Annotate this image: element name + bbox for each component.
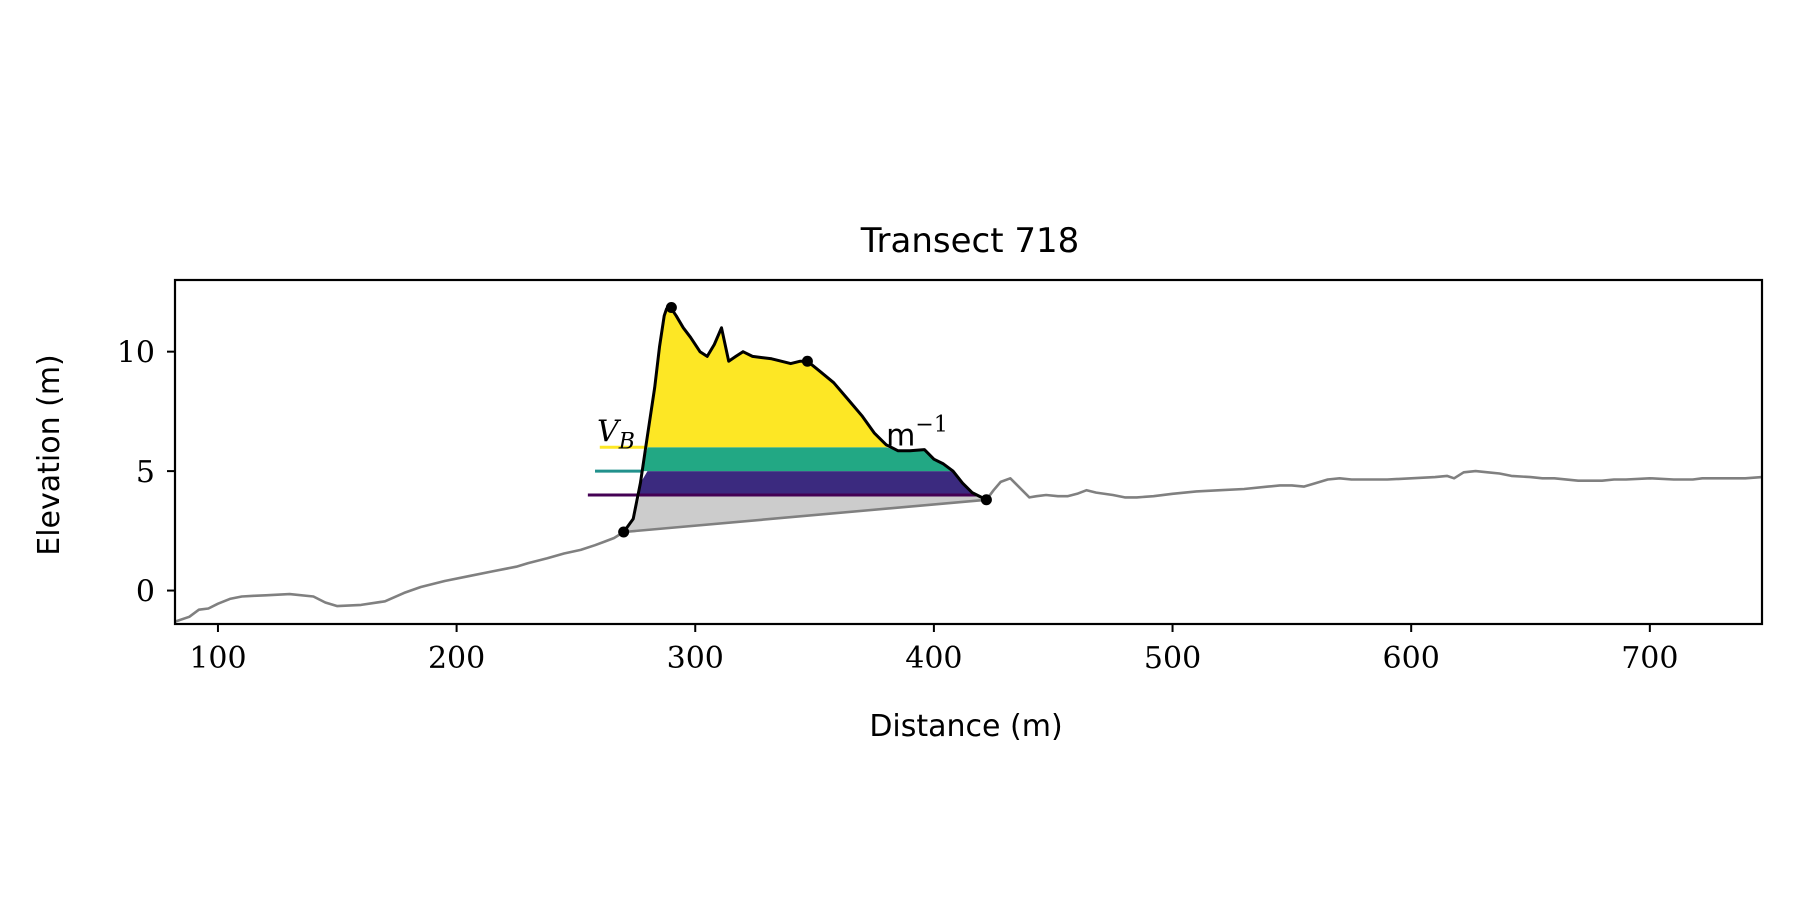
x-tick-label: 100 bbox=[189, 641, 246, 676]
dune-point bbox=[801, 355, 813, 367]
dune-point bbox=[980, 494, 992, 506]
y-axis-label: Elevation (m) bbox=[32, 354, 67, 556]
annotation-vb-main: V bbox=[597, 415, 622, 450]
plot-frame bbox=[173, 278, 1764, 626]
x-tick-label: 500 bbox=[1144, 641, 1201, 676]
plot-area: VB m−1 bbox=[173, 278, 1764, 626]
dune-point bbox=[618, 526, 630, 538]
y-tick-label: 10 bbox=[117, 336, 155, 371]
x-tick-label: 700 bbox=[1621, 641, 1678, 676]
annotation-unit-superscript: −1 bbox=[915, 413, 947, 438]
x-tick-label: 400 bbox=[905, 641, 962, 676]
chart-title: Transect 718 bbox=[860, 221, 1080, 261]
dune-volume-band-3 bbox=[645, 307, 891, 448]
profile-line bbox=[174, 469, 1763, 623]
dune-volume-band-2 bbox=[642, 447, 953, 472]
dune-volume-band-1 bbox=[638, 471, 977, 495]
y-tick-label: 0 bbox=[136, 575, 155, 610]
x-tick-label: 200 bbox=[428, 641, 485, 676]
x-tick-label: 600 bbox=[1383, 641, 1440, 676]
y-tick-label: 5 bbox=[136, 455, 155, 490]
dune-point bbox=[665, 301, 677, 313]
x-tick-label: 300 bbox=[667, 641, 724, 676]
x-axis-label: Distance (m) bbox=[869, 709, 1062, 744]
annotation-vb-subscript: B bbox=[618, 430, 635, 455]
axis-ticks: 100 200 300 400 500 600 700 0 5 10 bbox=[117, 336, 1679, 676]
annotation-vb: VB bbox=[597, 415, 635, 455]
annotation-unit-main: m bbox=[886, 419, 915, 454]
annotation-unit: m−1 bbox=[886, 413, 948, 454]
